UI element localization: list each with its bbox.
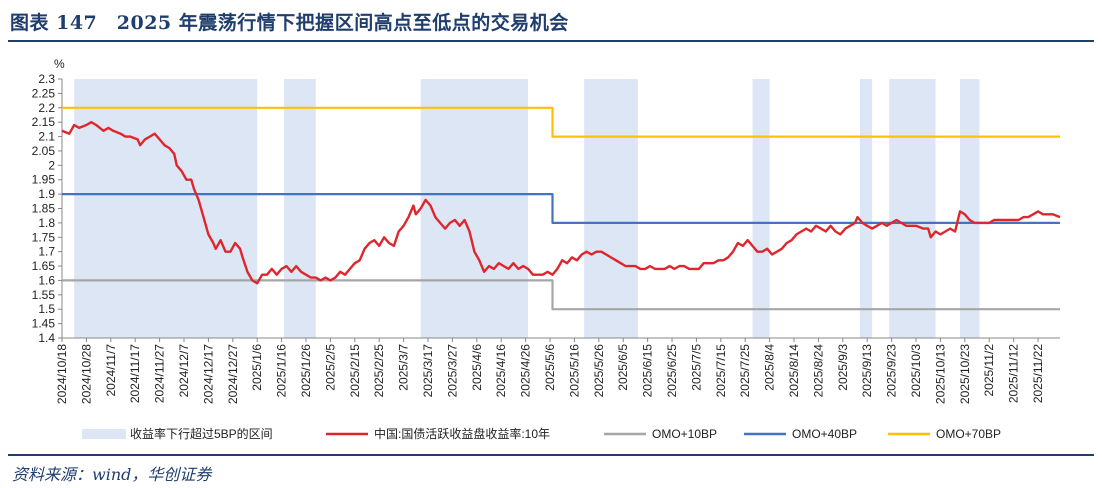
x-tick-label: 2024/11/17 bbox=[128, 344, 142, 403]
x-tick-label: 2025/5/6 bbox=[543, 344, 557, 391]
x-tick-label: 2025/8/24 bbox=[811, 344, 825, 398]
legend-label-omo40: OMO+40BP bbox=[792, 427, 857, 441]
y-tick-label: 1.45 bbox=[32, 317, 56, 331]
x-tick-label: 2025/7/25 bbox=[738, 344, 752, 398]
y-tick-label: 1.4 bbox=[38, 331, 55, 345]
y-tick-label: 1.95 bbox=[32, 173, 56, 187]
shaded-range bbox=[584, 79, 638, 338]
x-tick-label: 2025/8/14 bbox=[787, 344, 801, 398]
x-tick-label: 2025/2/15 bbox=[348, 344, 362, 398]
y-tick-label: 2.15 bbox=[32, 115, 56, 129]
shaded-range bbox=[420, 79, 529, 338]
series-lines bbox=[61, 106, 1061, 311]
x-tick-label: 2025/9/13 bbox=[860, 344, 874, 398]
y-tick-label: 1.5 bbox=[38, 302, 55, 316]
legend: 收益率下行超过5BP的区间 中国:国债活跃收益盘收益率:10年 OMO+10BP OM… bbox=[82, 426, 1001, 441]
x-tick-label: 2025/1/16 bbox=[275, 344, 289, 398]
y-tick-label: 2 bbox=[48, 158, 55, 172]
x-tick-label: 2025/4/6 bbox=[470, 344, 484, 391]
legend-label-omo10: OMO+10BP bbox=[652, 427, 717, 441]
x-tick-label: 2025/8/4 bbox=[763, 344, 777, 391]
y-tick-label: 1.85 bbox=[32, 202, 56, 216]
x-tick-label: 2025/9/3 bbox=[836, 344, 850, 391]
y-tick-label: 1.6 bbox=[38, 273, 55, 287]
x-tick-label: 2025/4/26 bbox=[519, 344, 533, 398]
y-tick-label: 1.9 bbox=[38, 187, 55, 201]
series-line-omo70 bbox=[62, 106, 1060, 138]
x-tick-label: 2025/11/12 bbox=[1007, 344, 1021, 403]
x-tick-label: 2025/11/22 bbox=[1031, 344, 1045, 403]
x-tick-label: 2025/6/5 bbox=[616, 344, 630, 391]
source-note: 资料来源：wind，华创证券 bbox=[12, 465, 212, 484]
series-line-omo10 bbox=[62, 279, 1060, 311]
shaded-regions bbox=[74, 79, 980, 338]
y-tick-label: 2.2 bbox=[38, 101, 55, 115]
x-tick-label: 2024/11/27 bbox=[153, 344, 167, 403]
x-tick-label: 2025/5/26 bbox=[592, 344, 606, 398]
legend-label-yield: 中国:国债活跃收益盘收益率:10年 bbox=[374, 426, 550, 441]
y-tick-label: 2.25 bbox=[32, 86, 56, 100]
x-tick-label: 2025/3/27 bbox=[445, 344, 459, 398]
shaded-range bbox=[284, 79, 316, 338]
y-axis-unit: % bbox=[54, 57, 65, 71]
legend-label-omo70: OMO+70BP bbox=[936, 427, 1001, 441]
x-tick-label: 2025/2/25 bbox=[372, 344, 386, 398]
x-tick-label: 2024/11/7 bbox=[104, 344, 118, 397]
title-divider bbox=[8, 40, 1094, 42]
x-tick-label: 2025/6/25 bbox=[665, 344, 679, 398]
y-tick-label: 1.65 bbox=[32, 259, 56, 273]
x-tick-label: 2025/11/2 bbox=[982, 344, 996, 397]
x-tick-label: 2025/7/5 bbox=[689, 344, 703, 391]
x-tick-label: 2025/10/13 bbox=[933, 344, 947, 404]
x-tick-label: 2024/10/18 bbox=[55, 344, 69, 404]
y-tick-label: 2.3 bbox=[38, 72, 55, 86]
x-tick-label: 2025/10/3 bbox=[909, 344, 923, 398]
y-tick-label: 2.1 bbox=[38, 130, 55, 144]
x-tick-label: 2025/3/7 bbox=[397, 344, 411, 391]
series-line-omo40 bbox=[62, 193, 1060, 224]
x-tick-label: 2025/2/5 bbox=[323, 344, 337, 391]
shaded-range bbox=[74, 79, 258, 338]
x-tick-label: 2025/4/16 bbox=[494, 344, 508, 398]
x-tick-label: 2024/12/27 bbox=[226, 344, 240, 404]
x-tick-label: 2024/12/17 bbox=[201, 344, 215, 404]
y-tick-label: 2.05 bbox=[32, 144, 56, 158]
x-tick-label: 2025/6/15 bbox=[641, 344, 655, 398]
shaded-range bbox=[752, 79, 770, 338]
series-line-yield bbox=[61, 120, 1061, 285]
source-divider bbox=[8, 454, 1094, 456]
x-tick-label: 2025/9/23 bbox=[885, 344, 899, 398]
shaded-range bbox=[859, 79, 873, 338]
x-tick-label: 2024/12/7 bbox=[177, 344, 191, 398]
x-tick-label: 2025/3/17 bbox=[421, 344, 435, 398]
legend-label-shade: 收益率下行超过5BP的区间 bbox=[130, 426, 273, 441]
y-tick-label: 1.75 bbox=[32, 230, 56, 244]
x-tick-label: 2024/10/28 bbox=[79, 344, 93, 404]
chart-axes: 1.41.451.51.551.61.651.71.751.81.851.91.… bbox=[32, 72, 1060, 404]
x-tick-label: 2025/5/16 bbox=[567, 344, 581, 398]
x-tick-label: 2025/1/6 bbox=[250, 344, 264, 391]
legend-swatch-shade bbox=[82, 429, 126, 439]
y-tick-label: 1.7 bbox=[38, 245, 55, 259]
y-tick-label: 1.55 bbox=[32, 288, 56, 302]
figure-title: 图表 147 2025 年震荡行情下把握区间高点至低点的交易机会 bbox=[10, 12, 569, 34]
x-tick-label: 2025/1/26 bbox=[299, 344, 313, 398]
shaded-range bbox=[959, 79, 980, 338]
x-tick-label: 2025/10/23 bbox=[958, 344, 972, 404]
y-tick-label: 1.8 bbox=[38, 216, 55, 230]
shaded-range bbox=[889, 79, 936, 338]
x-tick-label: 2025/7/15 bbox=[714, 344, 728, 398]
